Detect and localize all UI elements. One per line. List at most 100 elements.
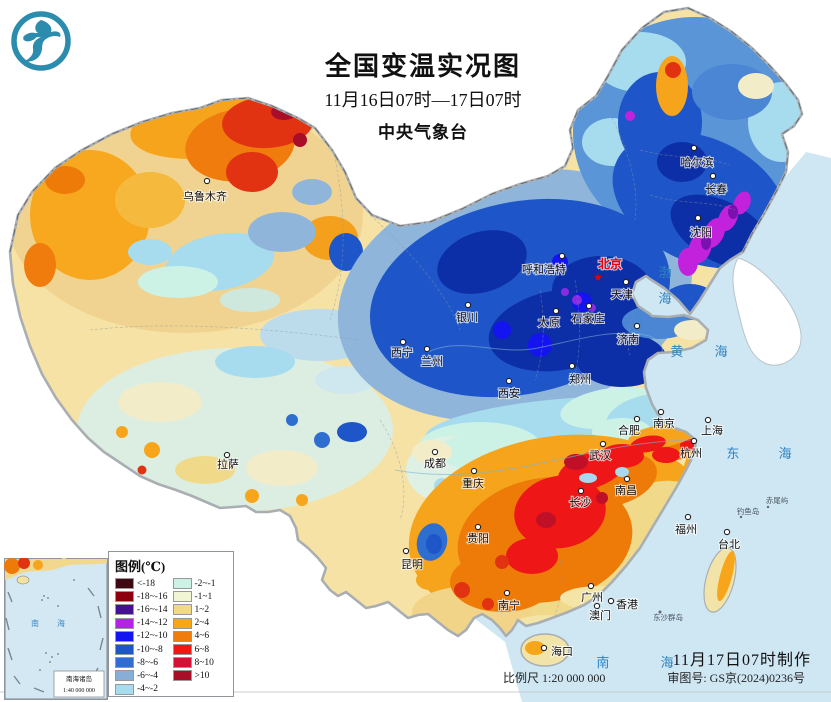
city-dot xyxy=(723,528,731,536)
inset-hainan xyxy=(16,575,30,585)
city-dot xyxy=(399,338,407,346)
legend-label: -6~-4 xyxy=(137,670,158,681)
south-china-sea-inset: 南 海 南海诸岛 1:40 000 000 xyxy=(4,558,108,700)
legend-swatch xyxy=(172,617,192,629)
city-marker: 南宁 xyxy=(497,589,521,613)
sea-label: 东 海 xyxy=(726,446,809,461)
korea-landmass xyxy=(732,257,802,366)
city-marker: 石家庄 xyxy=(571,302,606,326)
city-dot xyxy=(657,408,665,416)
city-label: 杭州 xyxy=(680,446,702,460)
city-dot xyxy=(607,597,615,605)
legend-item: -8~-6 xyxy=(115,656,171,669)
legend-swatch xyxy=(172,591,192,603)
yangtze-river xyxy=(394,439,695,476)
city-dot xyxy=(599,440,607,448)
city-dot xyxy=(474,523,482,531)
diaoyu-islet-dot xyxy=(739,515,743,519)
city-dot xyxy=(402,547,410,555)
city-label: 乌鲁木齐 xyxy=(183,189,227,203)
city-marker: 武汉 xyxy=(588,440,612,463)
city-label: 呼和浩特 xyxy=(522,262,566,276)
legend-item: 8~10 xyxy=(172,656,229,669)
inset-label-name: 南海诸岛 xyxy=(66,674,92,683)
sea-label: 黄 海 xyxy=(670,344,741,359)
legend-label: -16~-14 xyxy=(137,604,168,615)
city-marker: 成都 xyxy=(423,448,447,471)
legend-swatch xyxy=(115,591,134,603)
legend-swatch xyxy=(172,670,192,682)
map-subtitle: 11月16日07时—17日07时 xyxy=(324,90,522,110)
city-marker: 太原 xyxy=(537,307,561,330)
city-marker: 拉萨 xyxy=(216,451,240,472)
city-label: 拉萨 xyxy=(217,457,239,471)
inset-mainland xyxy=(5,559,107,580)
city-label: 海口 xyxy=(551,644,573,658)
legend-item: -2~-1 xyxy=(172,577,229,590)
city-label: 长沙 xyxy=(569,496,591,509)
city-dot xyxy=(622,278,630,286)
city-dot xyxy=(585,302,593,310)
city-marker: 乌鲁木齐 xyxy=(182,177,228,204)
city-label: 郑州 xyxy=(569,372,591,386)
city-label: 南京 xyxy=(653,416,675,430)
legend-label: -12~-10 xyxy=(137,631,168,642)
city-label: 香港 xyxy=(616,598,638,611)
city-marker: 呼和浩特 xyxy=(521,252,567,277)
legend-item: 2~4 xyxy=(172,617,229,630)
legend-item: -6~-4 xyxy=(115,669,171,682)
city-marker: 西安 xyxy=(497,377,521,401)
chiwei-islet-dot xyxy=(766,505,770,509)
city-dot xyxy=(423,345,431,353)
legend-swatch xyxy=(115,670,134,682)
legend-swatch xyxy=(172,657,192,669)
island-label: 钓鱼岛 xyxy=(737,506,760,516)
legend-item: 6~8 xyxy=(172,643,229,656)
city-label: 广州 xyxy=(581,591,603,604)
city-marker: 合肥 xyxy=(617,415,641,438)
city-dot xyxy=(568,362,576,370)
city-label: 南昌 xyxy=(615,484,637,497)
inset-map: 南 海 南海诸岛 1:40 000 000 xyxy=(4,558,108,700)
city-dot xyxy=(223,451,231,459)
legend-panel: 图例(℃) <-18 -18~-16 -16~-14 -14~-12 -12~-10 -1… xyxy=(108,551,234,697)
agency-name: 中央气象台 xyxy=(378,123,468,142)
legend-label: -14~-12 xyxy=(137,618,168,629)
city-dot xyxy=(503,589,511,597)
city-marker: 重庆 xyxy=(461,467,485,491)
cma-logo-icon xyxy=(11,11,71,71)
legend-item: -14~-12 xyxy=(115,617,171,630)
inset-label-scale: 1:40 000 000 xyxy=(63,688,95,694)
city-marker: 兰州 xyxy=(420,345,444,369)
city-dot xyxy=(633,415,641,423)
city-label: 长春 xyxy=(705,183,727,196)
city-marker: 海口 xyxy=(540,643,574,659)
inset-label-box xyxy=(53,670,105,698)
city-label: 上海 xyxy=(701,423,723,437)
legend-item: -12~-10 xyxy=(115,630,171,643)
city-dot xyxy=(633,322,641,330)
city-label: 合肥 xyxy=(618,423,640,437)
city-label: 台北 xyxy=(718,537,740,551)
city-marker: ★北京 xyxy=(593,255,623,284)
city-label: 沈阳 xyxy=(690,225,712,239)
city-marker: 上海 xyxy=(700,416,724,438)
island-label: 赤尾屿 xyxy=(766,496,789,505)
footer-line: 比例尺 1:20 000 000 审图号: GS京(2024)0236号 xyxy=(503,669,805,686)
legend-label: -18~-16 xyxy=(137,591,168,602)
inset-island-dots xyxy=(39,579,75,671)
legend-swatch xyxy=(172,644,192,656)
legend-swatch xyxy=(172,604,192,616)
legend-item: 4~6 xyxy=(172,630,229,643)
capital-star-icon: ★ xyxy=(593,272,603,284)
city-dot xyxy=(623,475,631,483)
city-dot xyxy=(470,467,478,475)
city-marker: 昆明 xyxy=(400,547,424,572)
legend-grid: <-18 -18~-16 -16~-14 -14~-12 -12~-10 -10~-8 -8… xyxy=(115,577,228,696)
approval-number: 审图号: GS京(2024)0236号 xyxy=(667,671,805,685)
legend-swatch xyxy=(115,683,134,695)
legend-item: >10 xyxy=(172,669,229,682)
city-label: 石家庄 xyxy=(572,311,605,325)
